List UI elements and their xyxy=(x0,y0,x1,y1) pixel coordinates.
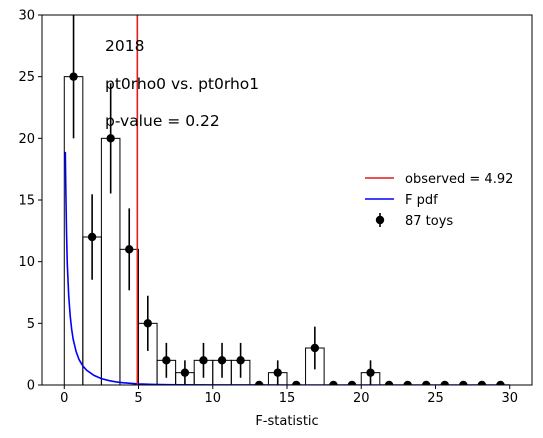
y-tick-label: 10 xyxy=(18,255,35,270)
y-tick-label: 25 xyxy=(18,70,35,85)
toy-point xyxy=(236,356,245,365)
annotation-text: 2018 xyxy=(105,37,144,55)
toy-point xyxy=(384,380,394,385)
toy-point xyxy=(69,72,78,81)
toy-point xyxy=(459,380,468,385)
toy-point xyxy=(273,368,282,377)
toy-point xyxy=(496,380,505,385)
y-tick-label: 0 xyxy=(27,379,35,394)
toy-point xyxy=(87,232,97,242)
toy-point xyxy=(254,380,264,385)
x-tick-label: 5 xyxy=(134,391,142,406)
x-tick-label: 25 xyxy=(427,391,444,406)
legend: observed = 4.92 F pdf 87 toys xyxy=(365,172,513,229)
toy-points xyxy=(69,15,505,385)
annotation-text: p-value = 0.22 xyxy=(105,112,220,130)
toy-point xyxy=(143,319,152,328)
annotations: 2018 pt0rho0 vs. pt0rho1 p-value = 0.22 xyxy=(105,37,259,130)
toy-point xyxy=(347,380,357,385)
toy-point xyxy=(310,343,320,353)
legend-toys-marker xyxy=(375,215,385,225)
legend-f-pdf-label: F pdf xyxy=(405,193,438,208)
x-tick-label: 0 xyxy=(60,391,68,406)
annotation-text: pt0rho0 vs. pt0rho1 xyxy=(105,75,259,93)
toy-point xyxy=(217,356,227,365)
axes: 0 5 10 15 20 25 30 0 5 10 15 20 25 30 F-statistic xyxy=(18,9,533,429)
y-tick-label: 15 xyxy=(18,194,35,209)
toy-point xyxy=(199,356,208,365)
toy-point xyxy=(125,245,134,254)
toy-point xyxy=(440,380,449,385)
plot-frame xyxy=(41,14,533,386)
toy-point xyxy=(106,134,115,143)
toy-point xyxy=(403,380,412,385)
toy-point xyxy=(477,380,487,385)
toy-point xyxy=(292,380,301,385)
toy-point xyxy=(162,356,171,365)
legend-observed-label: observed = 4.92 xyxy=(405,172,513,187)
x-axis-label: F-statistic xyxy=(255,414,318,429)
y-tick-label: 20 xyxy=(18,132,35,147)
x-tick-label: 30 xyxy=(501,391,518,406)
y-tick-label: 5 xyxy=(27,317,35,332)
x-tick-label: 15 xyxy=(279,391,296,406)
x-tick-label: 10 xyxy=(204,391,221,406)
toy-point xyxy=(329,380,338,385)
toy-point xyxy=(366,368,375,377)
toy-point xyxy=(180,368,190,377)
y-tick-label: 30 xyxy=(18,9,35,24)
x-tick-label: 20 xyxy=(353,391,370,406)
legend-toys-label: 87 toys xyxy=(405,214,453,229)
toy-point xyxy=(422,380,431,385)
